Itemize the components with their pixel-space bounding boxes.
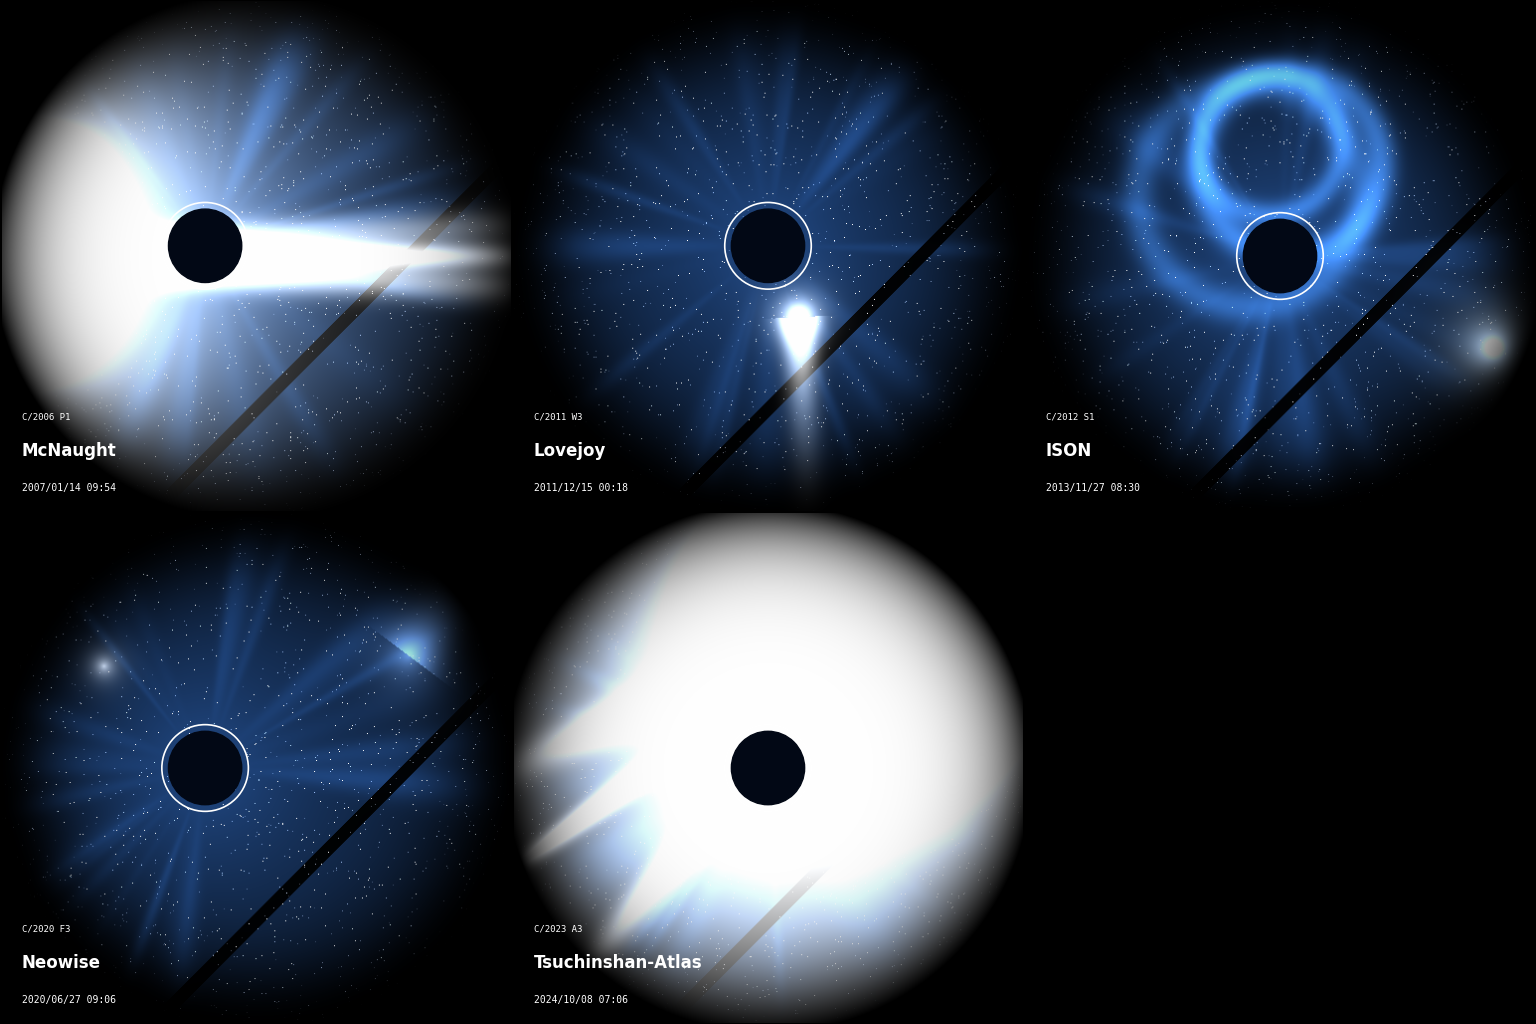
- Text: Tsuchinshan-Atlas: Tsuchinshan-Atlas: [535, 954, 702, 972]
- Circle shape: [169, 209, 241, 283]
- Circle shape: [731, 731, 805, 805]
- Text: C/2011 W3: C/2011 W3: [535, 413, 582, 422]
- Text: 2013/11/27 08:30: 2013/11/27 08:30: [1046, 483, 1140, 494]
- Circle shape: [731, 209, 805, 283]
- Text: Lovejoy: Lovejoy: [535, 442, 607, 460]
- Text: C/2023 A3: C/2023 A3: [535, 925, 582, 934]
- Text: McNaught: McNaught: [22, 442, 117, 460]
- Circle shape: [169, 731, 241, 805]
- Text: 2020/06/27 09:06: 2020/06/27 09:06: [22, 995, 115, 1006]
- Text: 2024/10/08 07:06: 2024/10/08 07:06: [535, 995, 628, 1006]
- Text: Neowise: Neowise: [22, 954, 101, 972]
- Text: C/2006 P1: C/2006 P1: [22, 413, 71, 422]
- Text: ISON: ISON: [1046, 442, 1092, 460]
- Text: 2011/12/15 00:18: 2011/12/15 00:18: [535, 483, 628, 494]
- Text: C/2012 S1: C/2012 S1: [1046, 413, 1094, 422]
- Text: C/2020 F3: C/2020 F3: [22, 925, 71, 934]
- Circle shape: [1243, 219, 1316, 293]
- Text: 2007/01/14 09:54: 2007/01/14 09:54: [22, 483, 115, 494]
